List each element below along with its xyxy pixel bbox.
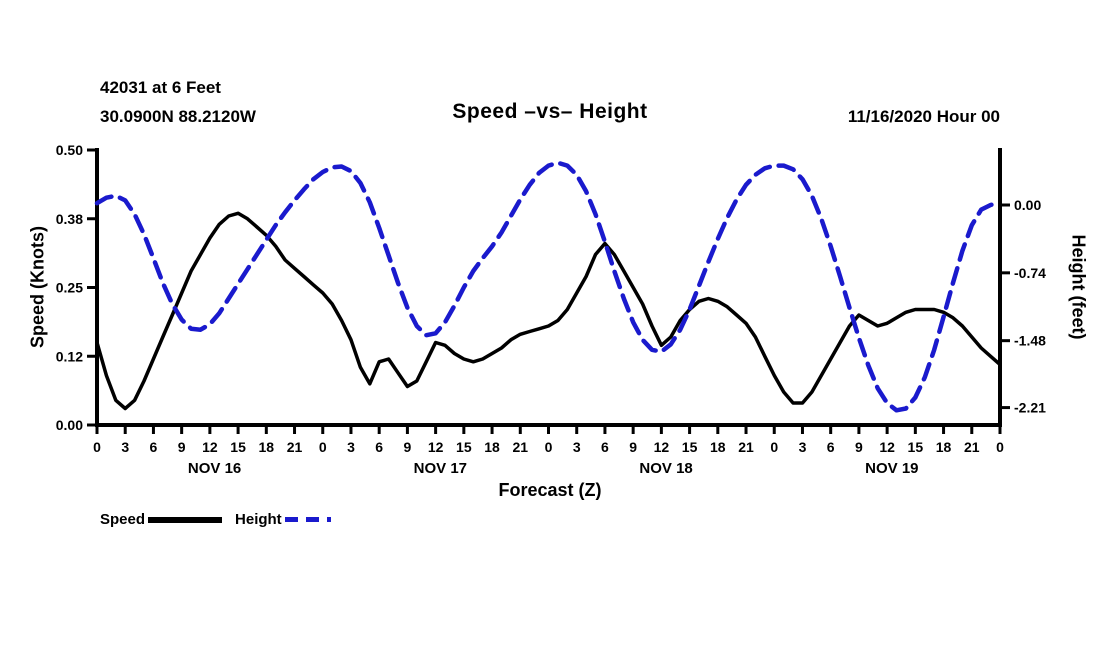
right-axis-tick-label: 0.00: [1014, 197, 1041, 213]
day-label: NOV 16: [188, 460, 241, 477]
x-axis-tick-label: 15: [456, 439, 472, 455]
legend-height-label: Height: [235, 511, 282, 528]
station-coordinates: 30.0900N 88.2120W: [100, 107, 256, 126]
x-axis-tick-label: 21: [512, 439, 528, 455]
station-label: 42031 at 6 Feet: [100, 78, 221, 97]
x-axis-tick-label: 3: [799, 439, 807, 455]
legend-speed-line-swatch: [148, 516, 223, 523]
right-axis-tick-label: -0.74: [1014, 265, 1046, 281]
x-axis-tick-label: 6: [150, 439, 158, 455]
x-axis-tick-label: 0: [770, 439, 778, 455]
left-axis-tick-label: 0.25: [56, 280, 83, 296]
x-axis-tick-label: 6: [375, 439, 383, 455]
day-label: NOV 19: [865, 460, 918, 477]
x-axis-tick-label: 21: [287, 439, 303, 455]
x-axis-tick-label: 0: [319, 439, 327, 455]
right-axis-tick-label: -1.48: [1014, 333, 1046, 349]
legend-height-line-swatch: [284, 517, 331, 522]
right-axis-tick-label: -2.21: [1014, 400, 1046, 416]
x-axis-tick-label: 21: [738, 439, 754, 455]
x-axis-tick-label: 12: [654, 439, 670, 455]
x-axis-tick-label: 3: [347, 439, 355, 455]
left-axis-tick-label: 0.12: [56, 348, 83, 364]
x-axis-tick-label: 3: [573, 439, 581, 455]
x-axis-tick-label: 18: [710, 439, 726, 455]
x-axis-tick-label: 12: [202, 439, 218, 455]
left-axis-tick-label: 0.00: [56, 417, 83, 433]
x-axis-tick-label: 0: [93, 439, 101, 455]
day-label: NOV 17: [414, 460, 467, 477]
x-axis-tick-label: 9: [404, 439, 412, 455]
legend-speed-label: Speed: [100, 511, 146, 528]
x-axis-tick-label: 21: [964, 439, 980, 455]
x-axis-tick-label: 12: [428, 439, 444, 455]
x-axis-tick-label: 9: [855, 439, 863, 455]
x-axis-tick-label: 12: [879, 439, 895, 455]
x-axis-title: Forecast (Z): [498, 480, 602, 500]
x-axis-tick-label: 9: [629, 439, 637, 455]
x-axis-tick-label: 0: [996, 439, 1004, 455]
speed-series-line: [95, 211, 1002, 411]
x-axis-tick-label: 9: [178, 439, 186, 455]
x-axis-tick-label: 18: [936, 439, 952, 455]
left-axis-tick-label: 0.38: [56, 211, 83, 227]
x-axis-tick-label: 0: [545, 439, 553, 455]
left-axis-tick-label: 0.50: [56, 142, 83, 158]
legend: Speed Height: [100, 511, 331, 528]
height-series-line: [94, 160, 1003, 413]
day-label: NOV 18: [639, 460, 692, 477]
x-axis-tick-label: 3: [121, 439, 129, 455]
x-axis-tick-label: 6: [827, 439, 835, 455]
x-axis-tick-label: 15: [230, 439, 246, 455]
x-axis-tick-label: 15: [908, 439, 924, 455]
x-axis-tick-label: 6: [601, 439, 609, 455]
x-axis-tick-label: 15: [682, 439, 698, 455]
forecast-datetime: 11/16/2020 Hour 00: [847, 107, 1000, 126]
x-axis-tick-label: 18: [259, 439, 275, 455]
chart-title: Speed –vs– Height: [452, 100, 648, 123]
x-axis-tick-label: 18: [484, 439, 500, 455]
